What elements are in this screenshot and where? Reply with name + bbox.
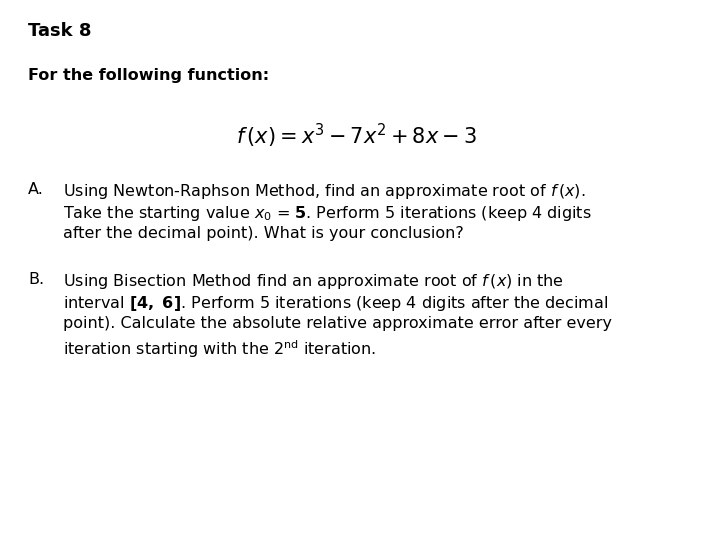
Text: after the decimal point). What is your conclusion?: after the decimal point). What is your c… [63,226,463,241]
Text: For the following function:: For the following function: [28,68,269,83]
Text: Task 8: Task 8 [28,22,91,40]
Text: Using Bisection Method find an approximate root of $f\,(x)$ in the: Using Bisection Method find an approxima… [63,272,564,291]
Text: A.: A. [28,182,44,197]
Text: Take the starting value $x_0$ = $\mathbf{5}$. Perform 5 iterations (keep 4 digit: Take the starting value $x_0$ = $\mathbf… [63,204,592,223]
Text: iteration starting with the 2$^{\mathrm{nd}}$ iteration.: iteration starting with the 2$^{\mathrm{… [63,338,376,360]
Text: interval $\mathbf{[4,\ 6]}$. Perform 5 iterations (keep 4 digits after the decim: interval $\mathbf{[4,\ 6]}$. Perform 5 i… [63,294,608,313]
Text: Using Newton-Raphson Method, find an approximate root of $f\,(x)$.: Using Newton-Raphson Method, find an app… [63,182,585,201]
Text: B.: B. [28,272,44,287]
Text: $f\,(x) = x^3 - 7x^2 + 8x - 3$: $f\,(x) = x^3 - 7x^2 + 8x - 3$ [235,122,476,150]
Text: point). Calculate the absolute relative approximate error after every: point). Calculate the absolute relative … [63,316,612,331]
